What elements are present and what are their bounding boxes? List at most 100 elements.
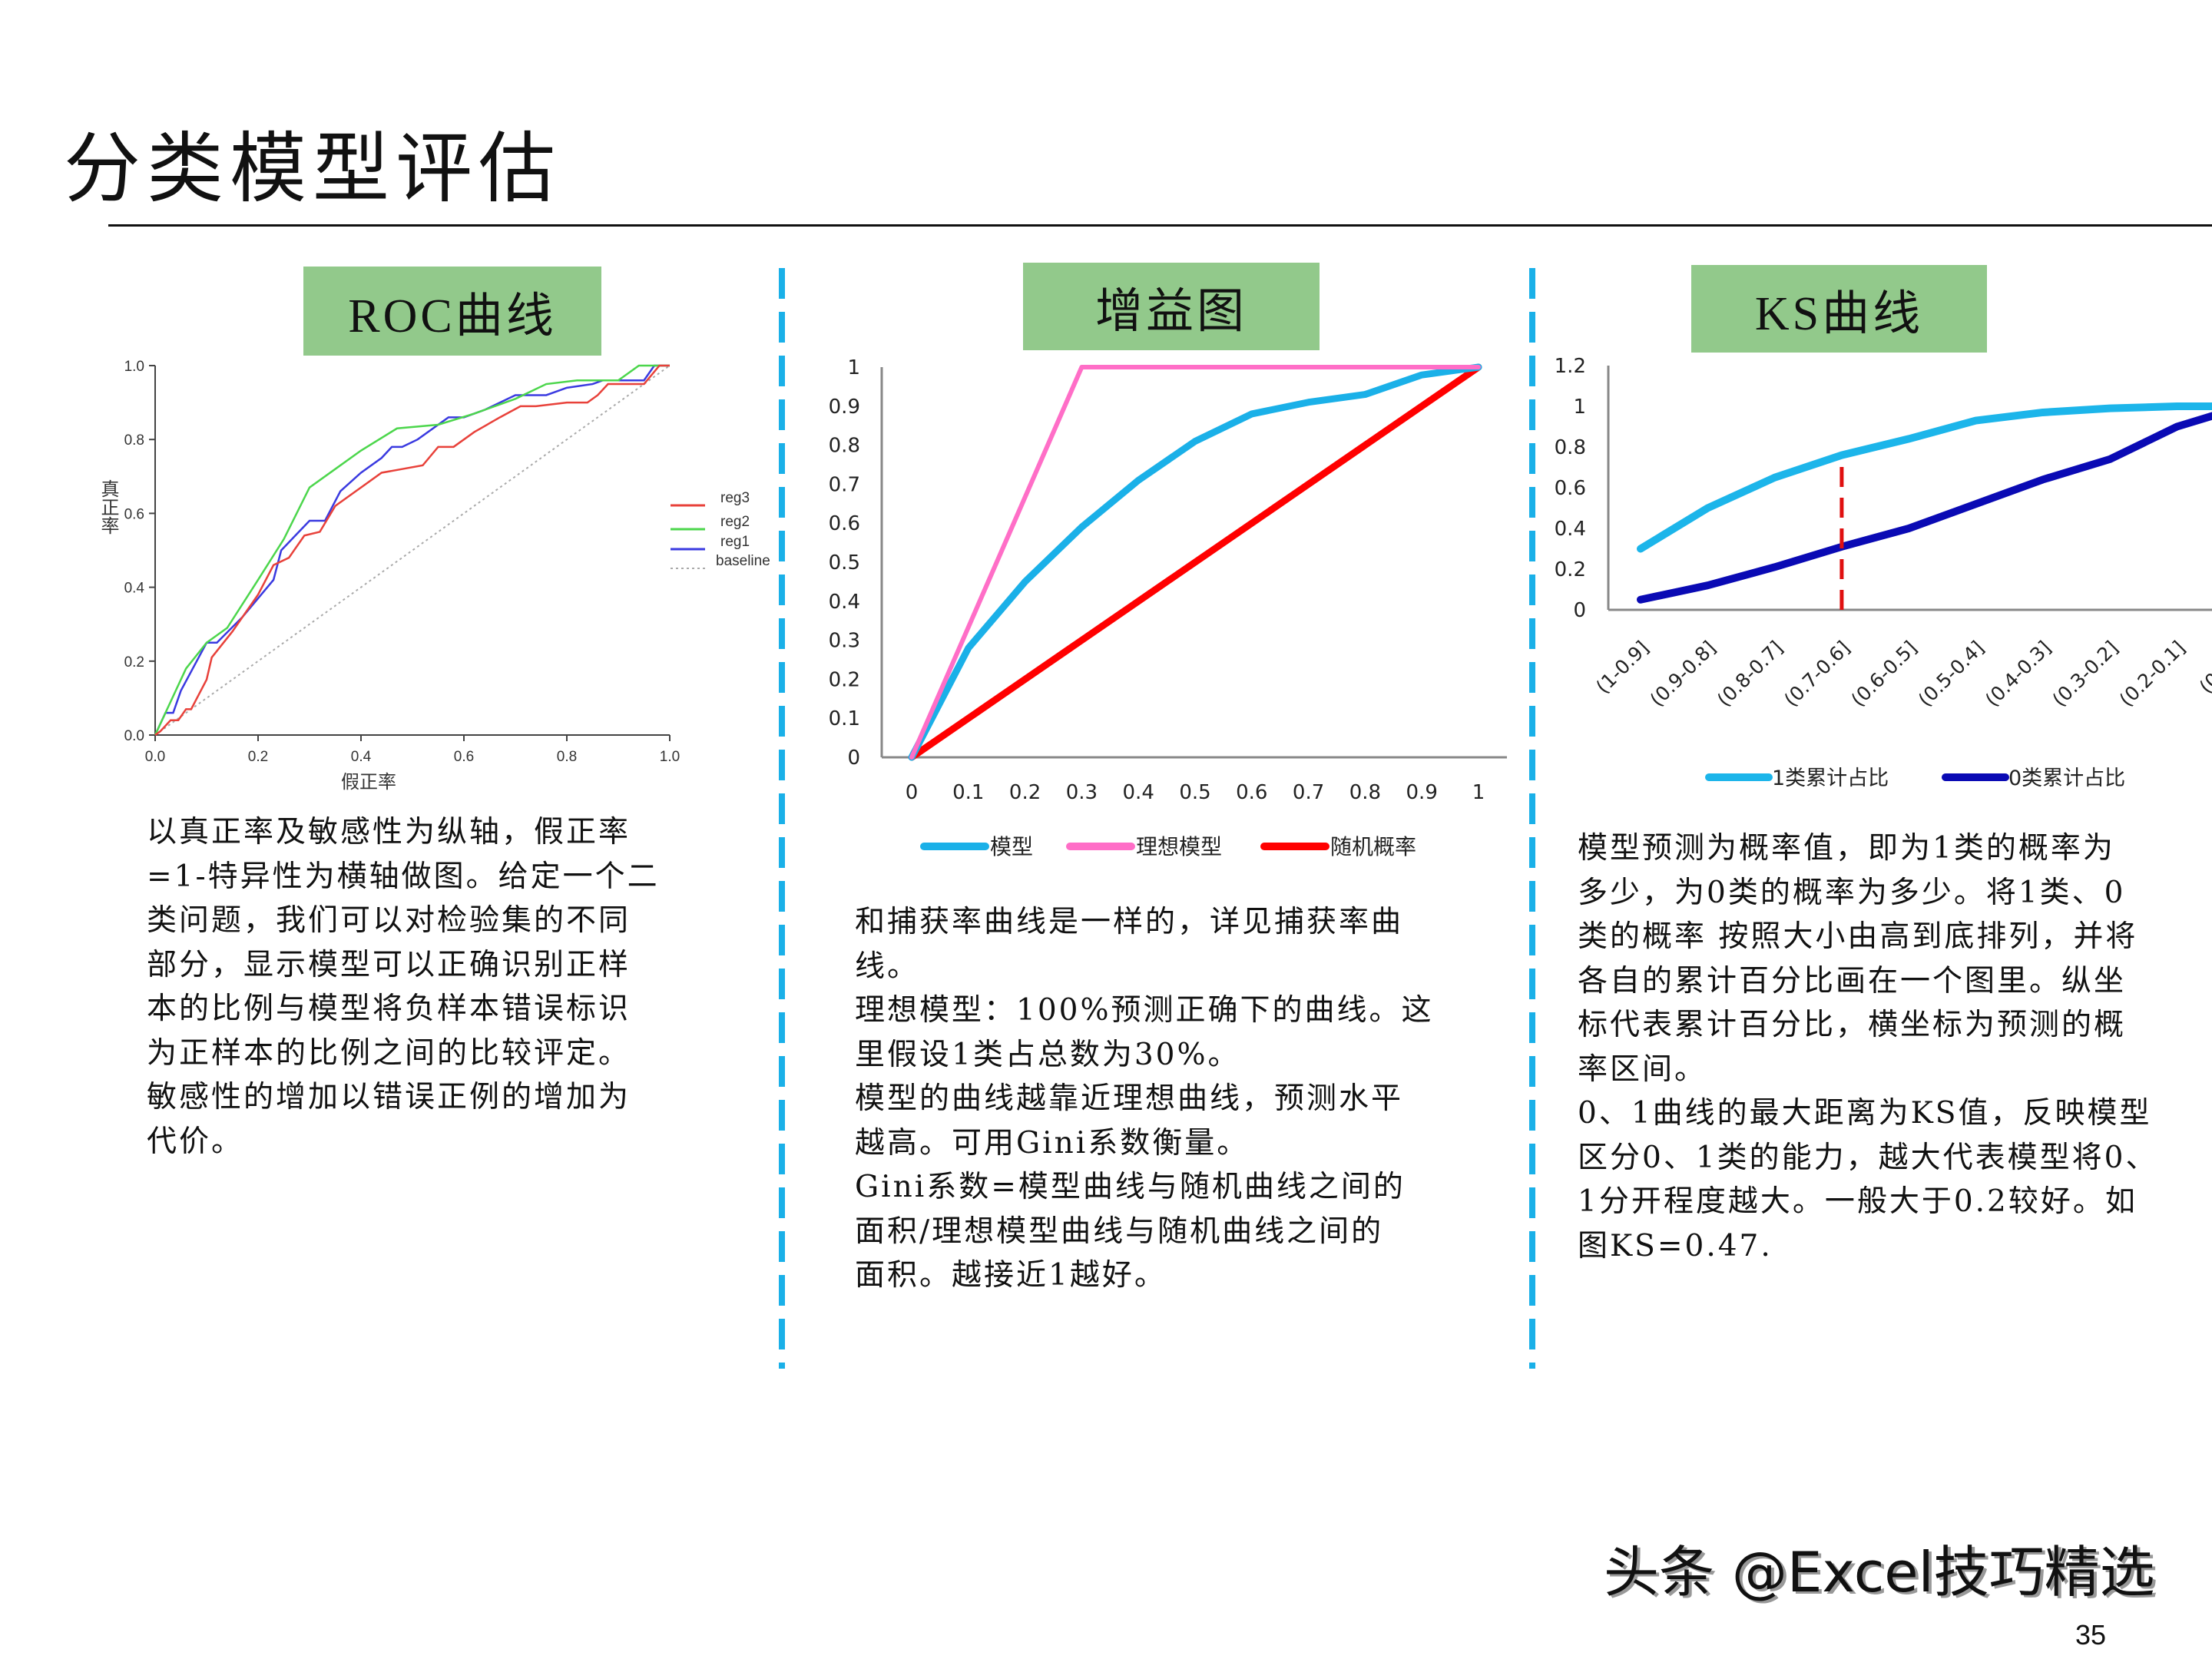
roc-description: 以真正率及敏感性为纵轴，假正率 =1-特异性为横轴做图。给定一个二 类问题，我们可以… [147, 810, 660, 1164]
x-tick-label: 0.6 [454, 749, 474, 765]
text-line: 本的比例与模型将负样本错误标识 [147, 992, 631, 1026]
legend-label: reg3 [720, 490, 750, 506]
category-label: (1-0.9] [1591, 637, 1653, 698]
text-line: Gini系数=模型曲线与随机曲线之间的 [855, 1170, 1406, 1204]
series-line [1637, 412, 2212, 604]
text-line: 和捕获率曲线是一样的，详见捕获率曲 [855, 905, 1404, 939]
y-tick-label: 0.2 [1555, 558, 1586, 581]
x-tick-label: 0.4 [1123, 781, 1154, 804]
y-tick-label: 0 [847, 747, 860, 770]
x-tick-label: 0.0 [145, 749, 165, 765]
x-tick-label: 0.1 [952, 781, 984, 804]
text-line: 率区间。 [1578, 1051, 1707, 1087]
text-line: 1分开程度越大。一般大于0.2较好。如 [1578, 1184, 2137, 1219]
text-line: 理想模型：100%预测正确下的曲线。这 [855, 993, 1434, 1028]
text-line: 越高。可用Gini系数衡量。 [855, 1125, 1250, 1161]
x-tick-label: 0.8 [557, 749, 577, 765]
x-tick-label: 0.4 [351, 749, 372, 765]
series-reg3 [154, 364, 670, 737]
x-tick-label: 0 [906, 781, 919, 804]
y-tick-label: 0.3 [829, 630, 860, 653]
text-line: 类问题，我们可以对检验集的不同 [147, 903, 631, 938]
watermark: 头条 @Excel技巧精选 [1604, 1540, 2155, 1604]
text-line: 为正样本的比例之间的比较评定。 [147, 1035, 631, 1071]
y-tick-label: 0.6 [1555, 477, 1586, 500]
category-label: (0.5-0.4] [1914, 637, 1988, 711]
series-line [1637, 402, 2212, 553]
series-reg1 [154, 364, 670, 736]
gain-description: 和捕获率曲线是一样的，详见捕获率曲 线。理想模型：100%预测正确下的曲线。这 里假… [855, 900, 1434, 1298]
category-label: (0.3-0.2] [2048, 637, 2122, 711]
x-tick-label: 0.5 [1179, 781, 1210, 804]
y-tick-label: 0.0 [124, 728, 144, 744]
y-tick-label: 1 [1573, 396, 1586, 419]
category-label: (0.2-0.1] [2115, 637, 2190, 711]
y-tick-label: 0.4 [1555, 518, 1586, 541]
legend-label: 模型 [990, 834, 1033, 859]
text-line: 面积。越接近1越好。 [855, 1258, 1167, 1293]
y-tick-label: 0.5 [829, 551, 860, 575]
category-label: (0.9-0.8] [1646, 637, 1720, 711]
x-tick-label: 0.7 [1293, 781, 1324, 804]
series-line [909, 365, 1481, 760]
y-tick-label: 0.8 [829, 435, 860, 458]
text-line: 部分，显示模型可以正确识别正样 [147, 947, 631, 982]
text-line: 面积/理想模型曲线与随机曲线之间的 [855, 1214, 1384, 1249]
y-tick-label: 0.6 [829, 512, 860, 535]
text-line: 线。 [855, 949, 920, 984]
y-tick-label: 1.0 [124, 359, 144, 375]
legend-label: baseline [716, 553, 770, 569]
x-tick-label: 1 [1472, 781, 1485, 804]
y-tick-label: 0.2 [124, 654, 144, 671]
y-tick-label: 0.4 [124, 581, 145, 597]
x-tick-label: 1.0 [660, 749, 680, 765]
series-line [908, 363, 1482, 761]
roc-chart: 0.0 0.2 0.4 0.6 0.8 1.0 0.0 0.2 0.4 0.6 0.8 1.0 假正率 真… [98, 359, 770, 793]
y-tick-label: 0.2 [829, 668, 860, 691]
ks-description: 模型预测为概率值，即为1类的概率为 多少，为0类的概率为多少。将1类、0 类的概率 … [1578, 826, 2157, 1268]
x-tick-label: 0.9 [1406, 781, 1438, 804]
legend-label: 0类累计占比 [2008, 767, 2125, 790]
text-line: 类的概率 按照大小由高到底排列，并将 [1578, 919, 2138, 954]
text-line: 标代表累计百分比，横坐标为预测的概 [1578, 1008, 2127, 1042]
legend-label: 理想模型 [1136, 834, 1222, 859]
y-tick-label: 0 [1573, 599, 1586, 622]
x-tick-label: 0.8 [1349, 781, 1381, 804]
page-title: 分类模型评估 [64, 124, 561, 214]
y-tick-label: 0.1 [829, 707, 860, 730]
y-tick-label: 0.6 [124, 506, 144, 522]
y-tick-label: 0.7 [829, 473, 860, 496]
y-tick-label: 1.2 [1555, 355, 1586, 378]
category-label: (0.4-0.3] [1981, 637, 2055, 711]
category-label: (0.6-0.5] [1847, 637, 1922, 711]
text-line: 敏感性的增加以错误正例的增加为 [147, 1080, 631, 1114]
text-line: 各自的累计百分比画在一个图里。纵坐 [1578, 963, 2127, 998]
text-line: 区分0、1类的能力，越大代表模型将0、 [1578, 1140, 2158, 1175]
x-axis-label: 假正率 [341, 771, 396, 793]
text-line: 模型预测为概率值，即为1类的概率为 [1578, 831, 2115, 866]
text-line: 里假设1类占总数为30%。 [855, 1037, 1240, 1072]
legend-label: reg1 [720, 534, 750, 550]
text-line: 以真正率及敏感性为纵轴，假正率 [147, 815, 631, 849]
category-label: (0.7-0.6] [1780, 637, 1854, 711]
series-baseline [154, 365, 671, 736]
category-label: (0.1-0] [2195, 637, 2212, 698]
text-line: 0、1曲线的最大距离为KS值，反映模型 [1578, 1096, 2152, 1131]
text-line: 图KS=0.47. [1578, 1228, 1773, 1263]
y-tick-label: 0.4 [829, 591, 860, 614]
y-axis-label: 真正率 [98, 479, 119, 535]
title-rule [108, 224, 2212, 227]
x-tick-label: 0.6 [1236, 781, 1267, 804]
y-tick-label: 0.8 [124, 432, 144, 449]
legend-label: reg2 [720, 514, 750, 530]
text-line: =1-特异性为横轴做图。给定一个二 [147, 859, 660, 894]
y-tick-label: 0.9 [829, 396, 860, 419]
ks-heading: KS曲线 [1691, 265, 1987, 353]
category-label: (0.8-0.7] [1713, 637, 1787, 711]
text-line: 模型的曲线越靠近理想曲线，预测水平 [855, 1081, 1404, 1116]
x-tick-label: 0.2 [248, 749, 268, 765]
text-line: 代价。 [147, 1124, 244, 1159]
page-number: 35 [2075, 1619, 2107, 1651]
x-tick-label: 0.3 [1066, 781, 1098, 804]
y-tick-label: 0.8 [1555, 436, 1586, 459]
